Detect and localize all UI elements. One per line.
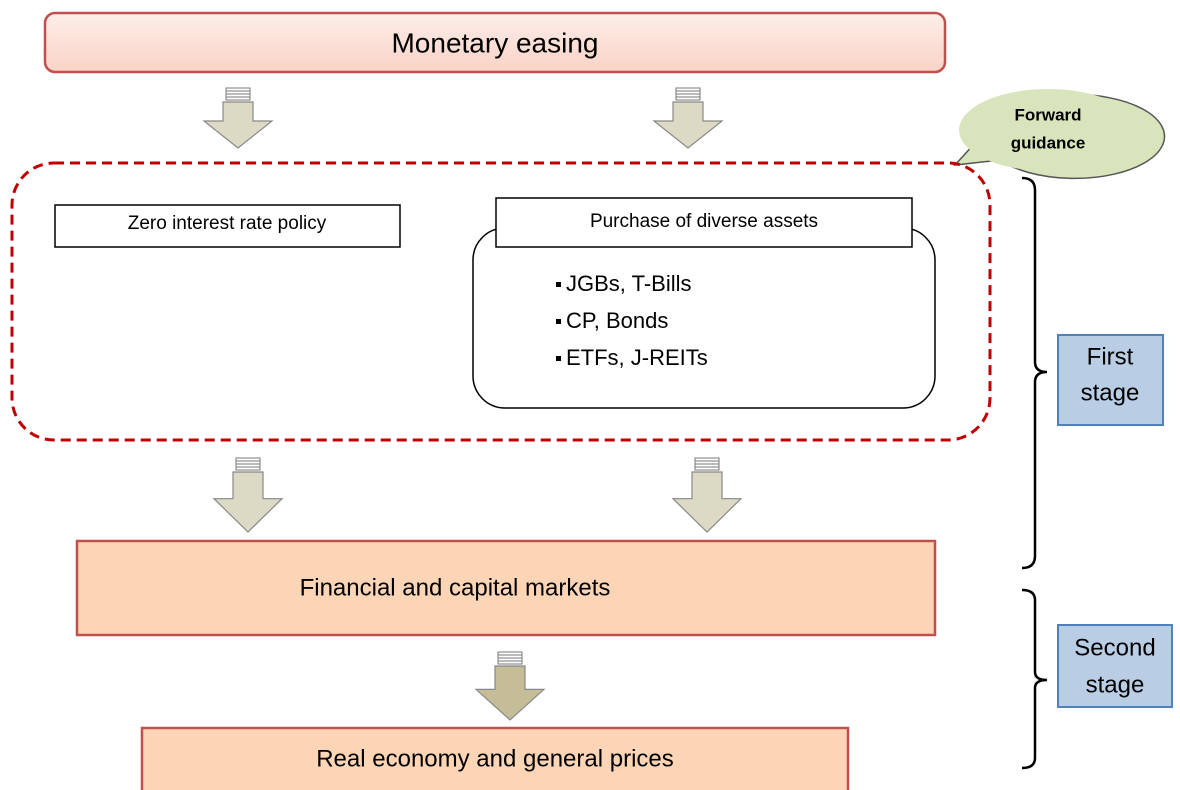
arrow [671, 471, 743, 533]
bullet [556, 282, 561, 287]
economy-label: Real economy and general prices [316, 745, 674, 772]
zero-rate-label: Zero interest rate policy [128, 213, 327, 234]
stage-line: Second [1074, 634, 1155, 661]
assets-box [472, 227, 936, 409]
top-box [43, 11, 947, 74]
arrow [202, 101, 274, 149]
bubble-line: Forward [1014, 105, 1081, 124]
bullet [556, 319, 561, 324]
stage-line: First [1087, 343, 1134, 370]
bracket [1021, 588, 1048, 770]
bullet [556, 356, 561, 361]
purchase-label: Purchase of diverse assets [590, 211, 818, 232]
bubble-line: guidance [1011, 133, 1086, 152]
arrow [212, 471, 284, 533]
bubble-fill [959, 89, 1137, 171]
asset-item: ETFs, J-REITs [566, 345, 708, 370]
dashed-group [10, 161, 992, 442]
markets-box [75, 539, 937, 637]
markets-label: Financial and capital markets [300, 574, 611, 601]
zero-rate-box [54, 204, 401, 248]
stage-line: stage [1081, 379, 1140, 406]
asset-item: JGBs, T-Bills [566, 271, 692, 296]
arrow [652, 101, 724, 149]
asset-item: CP, Bonds [566, 308, 668, 333]
economy-box [140, 726, 850, 790]
bracket [1021, 176, 1048, 570]
stage-line: stage [1086, 671, 1145, 698]
top-label: Monetary easing [391, 27, 598, 58]
second-stage-box [1057, 624, 1173, 708]
purchase-box [495, 197, 913, 248]
first-stage-box [1057, 334, 1164, 426]
arrow [474, 665, 546, 721]
